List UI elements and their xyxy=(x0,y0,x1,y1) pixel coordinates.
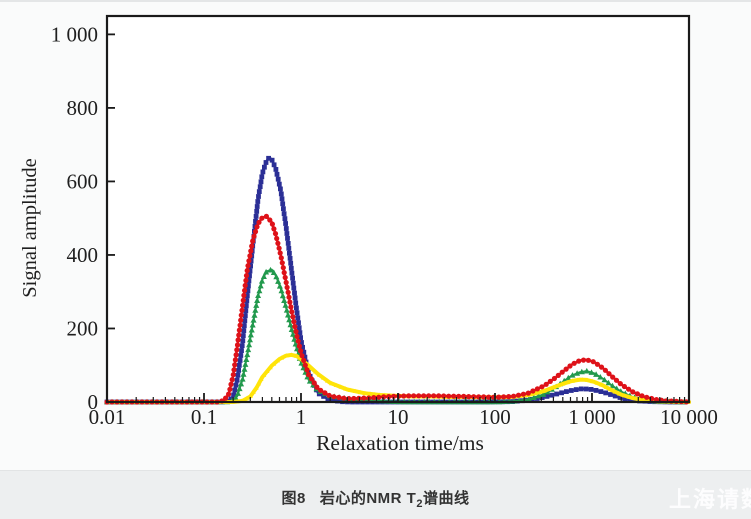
y-axis-title: Signal amplitude xyxy=(19,158,41,298)
x-tick-label: 0.01 xyxy=(89,405,126,429)
x-tick-label: 0.1 xyxy=(191,405,217,429)
figure-caption: 图8 岩心的NMR T2谱曲线 xyxy=(0,487,751,510)
caption-text-pre: 岩心的NMR T xyxy=(319,490,417,507)
x-tick-label: 100 xyxy=(479,405,511,429)
x-tick-labels: 0.01 0.1 1 10 100 1 000 10 000 xyxy=(89,405,718,429)
x-axis-title: Relaxation time/ms xyxy=(316,431,484,455)
watermark-text: 上海请数 xyxy=(668,487,751,512)
plot-border xyxy=(105,14,691,404)
y-tick-label: 600 xyxy=(67,170,99,194)
y-tick-label: 200 xyxy=(67,317,99,341)
y-tick-label: 400 xyxy=(67,243,99,267)
x-tick-label: 10 000 xyxy=(660,405,718,429)
y-tick-labels: 0 200 400 600 800 1 000 xyxy=(51,23,98,415)
y-tick-label: 800 xyxy=(67,96,99,120)
figure-number: 图8 xyxy=(281,490,306,507)
caption-bar: 图8 岩心的NMR T2谱曲线 上海请数 xyxy=(0,470,751,519)
x-tick-label: 10 xyxy=(388,405,409,429)
x-tick-label: 1 xyxy=(296,405,307,429)
x-tick-label: 1 000 xyxy=(568,405,615,429)
plot-background xyxy=(107,16,689,402)
caption-subscript: 2 xyxy=(416,498,423,510)
caption-text-post: 谱曲线 xyxy=(422,490,470,507)
y-tick-label: 1 000 xyxy=(51,23,98,47)
chart-area: 0.01 0.1 1 10 100 1 000 10 000 0 200 400 600 800 1 0… xyxy=(0,2,751,470)
y-tick-label: 0 xyxy=(88,390,99,414)
nmr-t2-chart: 0.01 0.1 1 10 100 1 000 10 000 0 200 400 600 800 1 0… xyxy=(19,14,718,455)
